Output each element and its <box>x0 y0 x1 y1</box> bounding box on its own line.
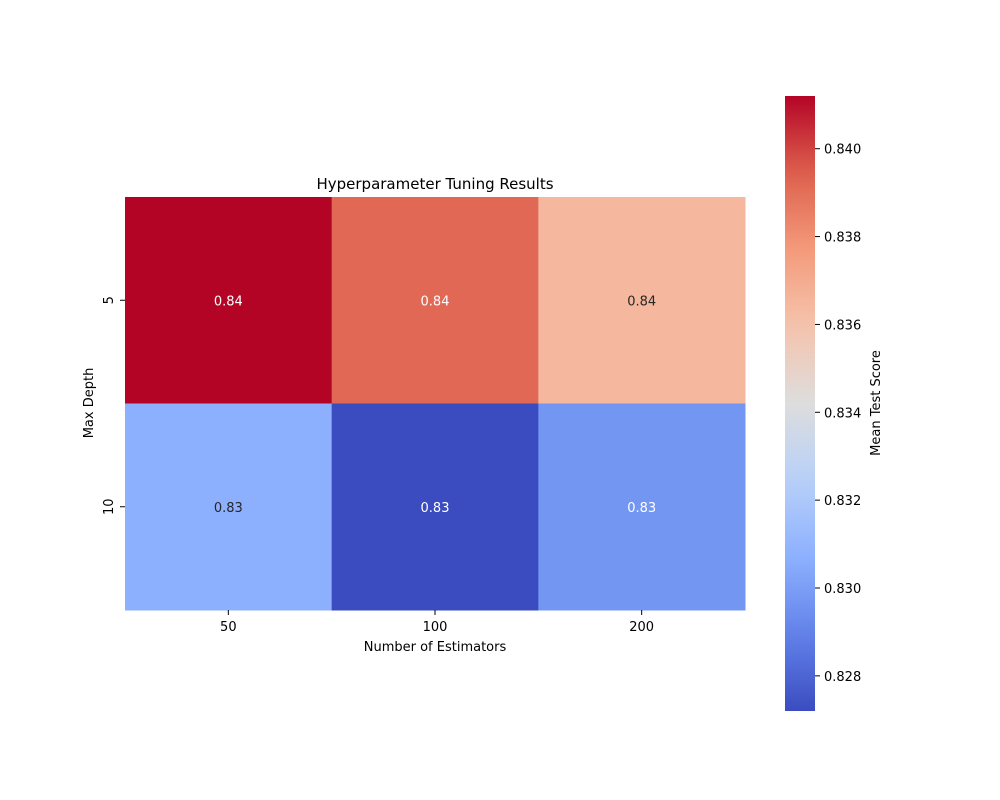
heatmap-cells <box>125 197 746 611</box>
colorbar-tick-label: 0.838 <box>824 231 861 246</box>
x-tick-label: 200 <box>629 620 654 635</box>
cell-value-label: 0.83 <box>214 501 243 516</box>
heatmap-cell-labels: 0.84 0.84 0.84 0.83 0.83 0.83 <box>214 294 656 516</box>
colorbar-tick-label: 0.840 <box>824 143 861 158</box>
colorbar-gradient <box>785 96 815 711</box>
colorbar-tick-label: 0.828 <box>824 670 861 685</box>
colorbar-tick-label: 0.834 <box>824 406 861 421</box>
y-axis-label: Max Depth <box>82 368 97 439</box>
heatmap-cell <box>125 403 333 611</box>
cell-value-label: 0.83 <box>627 501 656 516</box>
y-axis: 5 10 <box>102 296 125 515</box>
cell-value-label: 0.83 <box>421 501 450 516</box>
x-axis-label: Number of Estimators <box>364 640 507 655</box>
x-axis: 50 100 200 <box>220 610 654 635</box>
heatmap-cell <box>538 403 746 611</box>
colorbar-tick-label: 0.836 <box>824 318 861 333</box>
heatmap-cell <box>331 403 539 611</box>
y-tick-label: 5 <box>102 296 117 304</box>
x-tick-label: 50 <box>220 620 237 635</box>
cell-value-label: 0.84 <box>421 294 450 309</box>
cell-value-label: 0.84 <box>627 294 656 309</box>
cell-value-label: 0.84 <box>214 294 243 309</box>
heatmap-cell <box>538 197 746 404</box>
chart-title: Hyperparameter Tuning Results <box>316 175 553 193</box>
colorbar-label: Mean Test Score <box>869 350 884 456</box>
heatmap-cell <box>125 197 333 404</box>
x-tick-label: 100 <box>423 620 448 635</box>
y-tick-label: 10 <box>102 498 117 515</box>
colorbar-tick-label: 0.832 <box>824 494 861 509</box>
colorbar-tick-label: 0.830 <box>824 582 861 597</box>
heatmap-cell <box>331 197 539 404</box>
colorbar: 0.828 0.830 0.832 0.834 0.836 0.838 0.840 <box>785 96 861 711</box>
